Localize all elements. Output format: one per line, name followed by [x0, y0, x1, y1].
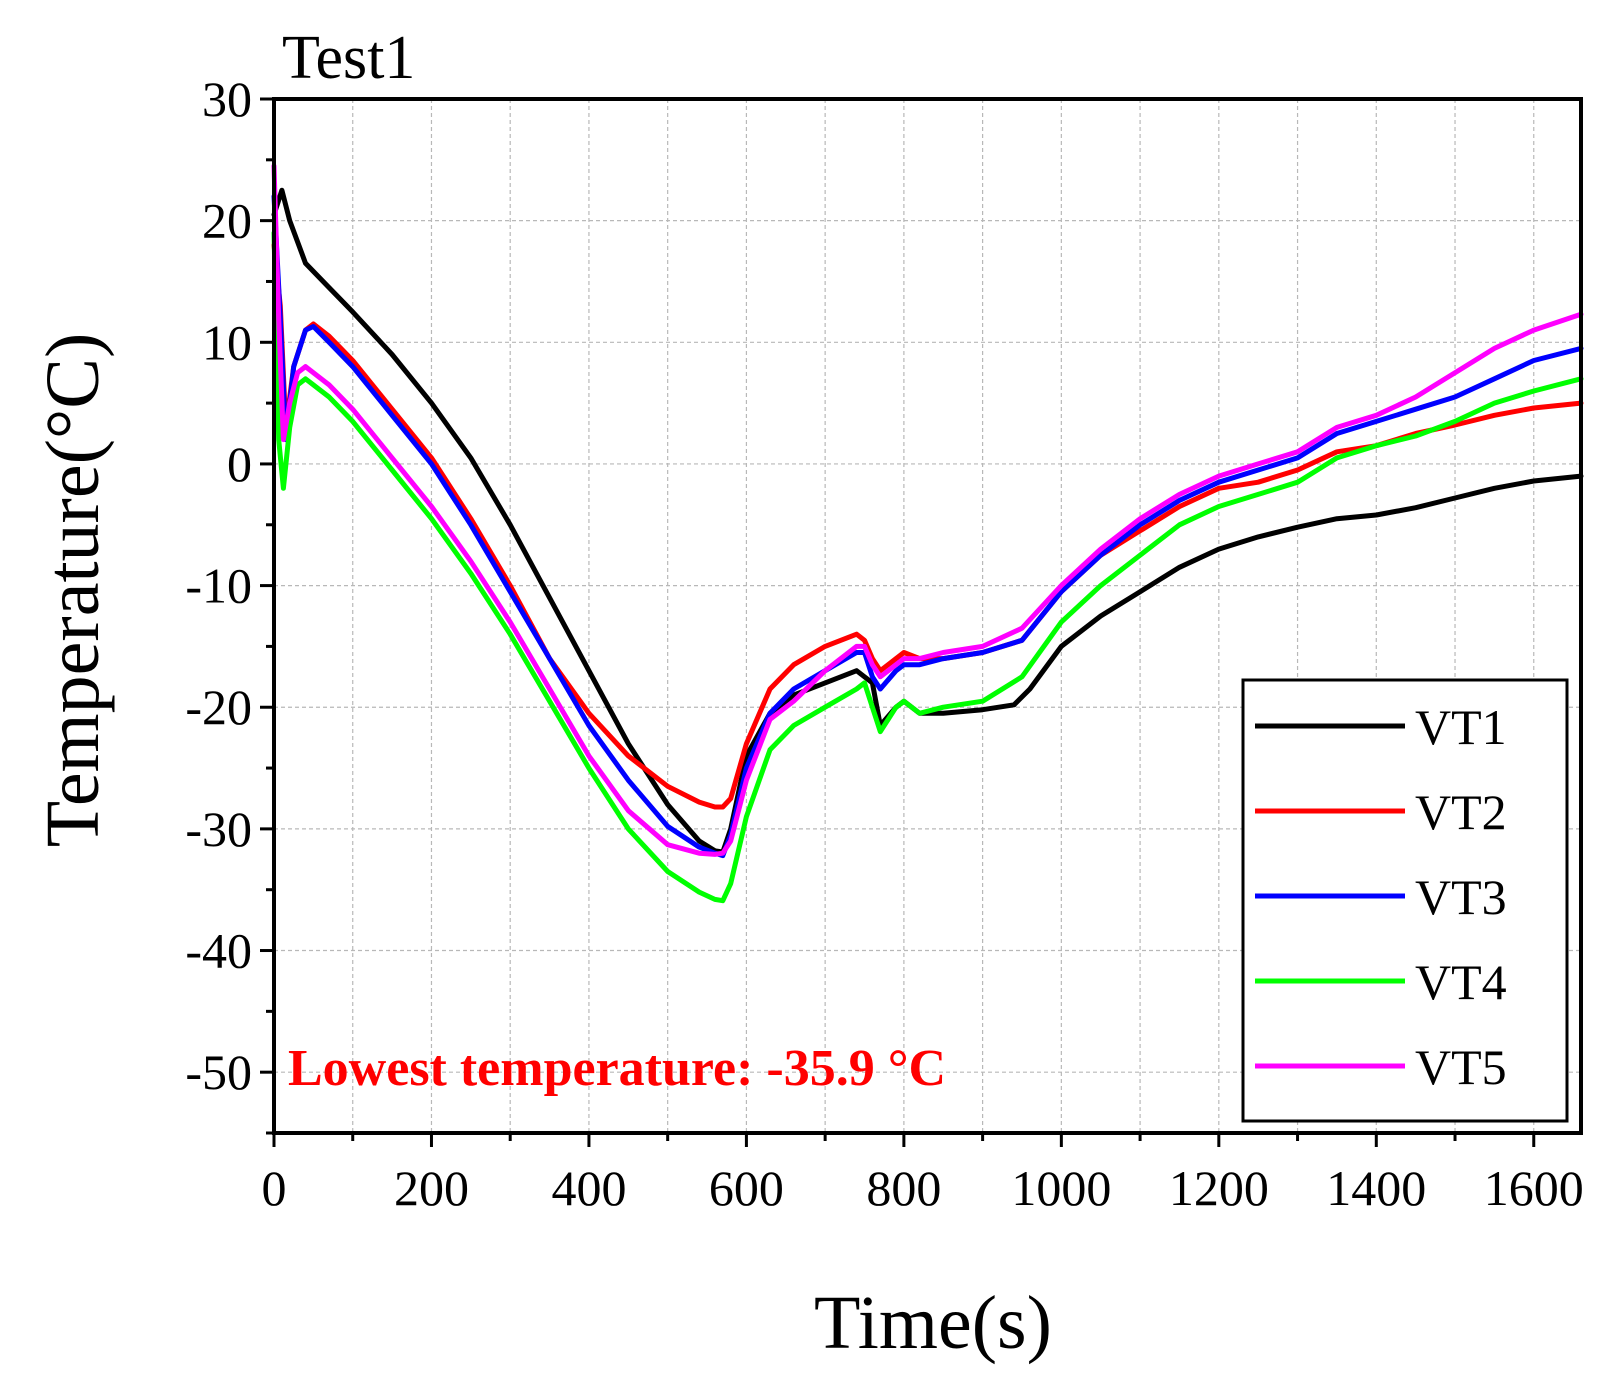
legend-label-vt1: VT1 — [1415, 699, 1507, 755]
y-tick-label: -50 — [185, 1044, 252, 1100]
y-tick-label: -20 — [185, 679, 252, 735]
y-axis-title: Temperature(°C) — [31, 333, 115, 848]
series-line-vt2 — [271, 242, 1584, 810]
x-tick-label: 0 — [262, 1160, 287, 1216]
x-tick-label: 800 — [866, 1160, 941, 1216]
legend-label-vt4: VT4 — [1415, 954, 1507, 1010]
series-line-vt4 — [271, 230, 1584, 904]
legend-label-vt5: VT5 — [1415, 1039, 1507, 1095]
legend-label-vt3: VT3 — [1415, 869, 1507, 925]
y-tick-label: -10 — [185, 558, 252, 614]
series-line-vt1 — [271, 187, 1584, 855]
x-tick-label: 1600 — [1484, 1160, 1584, 1216]
y-tick-label: -40 — [185, 923, 252, 979]
x-tick-label: 200 — [394, 1160, 469, 1216]
x-tick-label: 600 — [709, 1160, 784, 1216]
y-tick-label: 0 — [227, 436, 252, 492]
y-tick-label: 20 — [202, 193, 252, 249]
y-tick-label: -30 — [185, 801, 252, 857]
chart-title: Test1 — [282, 24, 415, 92]
x-tick-label: 1000 — [1011, 1160, 1111, 1216]
legend: VT1 VT2 VT3 VT4 VT5 — [1241, 678, 1569, 1123]
grid-layer — [274, 99, 1581, 1133]
x-tick-label: 1200 — [1169, 1160, 1269, 1216]
axes-layer: 0 200 400 600 800 1000 1200 1400 1600 30 20 10 0 -10 -… — [185, 71, 1583, 1216]
x-tick-label: 1400 — [1326, 1160, 1426, 1216]
series-line-vt5 — [271, 163, 1584, 857]
y-tick-label: 30 — [202, 71, 252, 127]
legend-label-vt2: VT2 — [1415, 784, 1507, 840]
series-layer — [271, 163, 1584, 904]
lowest-temperature-annotation: Lowest temperature: -35.9 °C — [288, 1040, 946, 1097]
x-axis-title: Time(s) — [814, 1281, 1052, 1365]
x-tick-label: 400 — [551, 1160, 626, 1216]
y-tick-label: 10 — [202, 314, 252, 370]
legend-box — [1241, 678, 1569, 1123]
plot-frame — [272, 97, 1583, 1135]
